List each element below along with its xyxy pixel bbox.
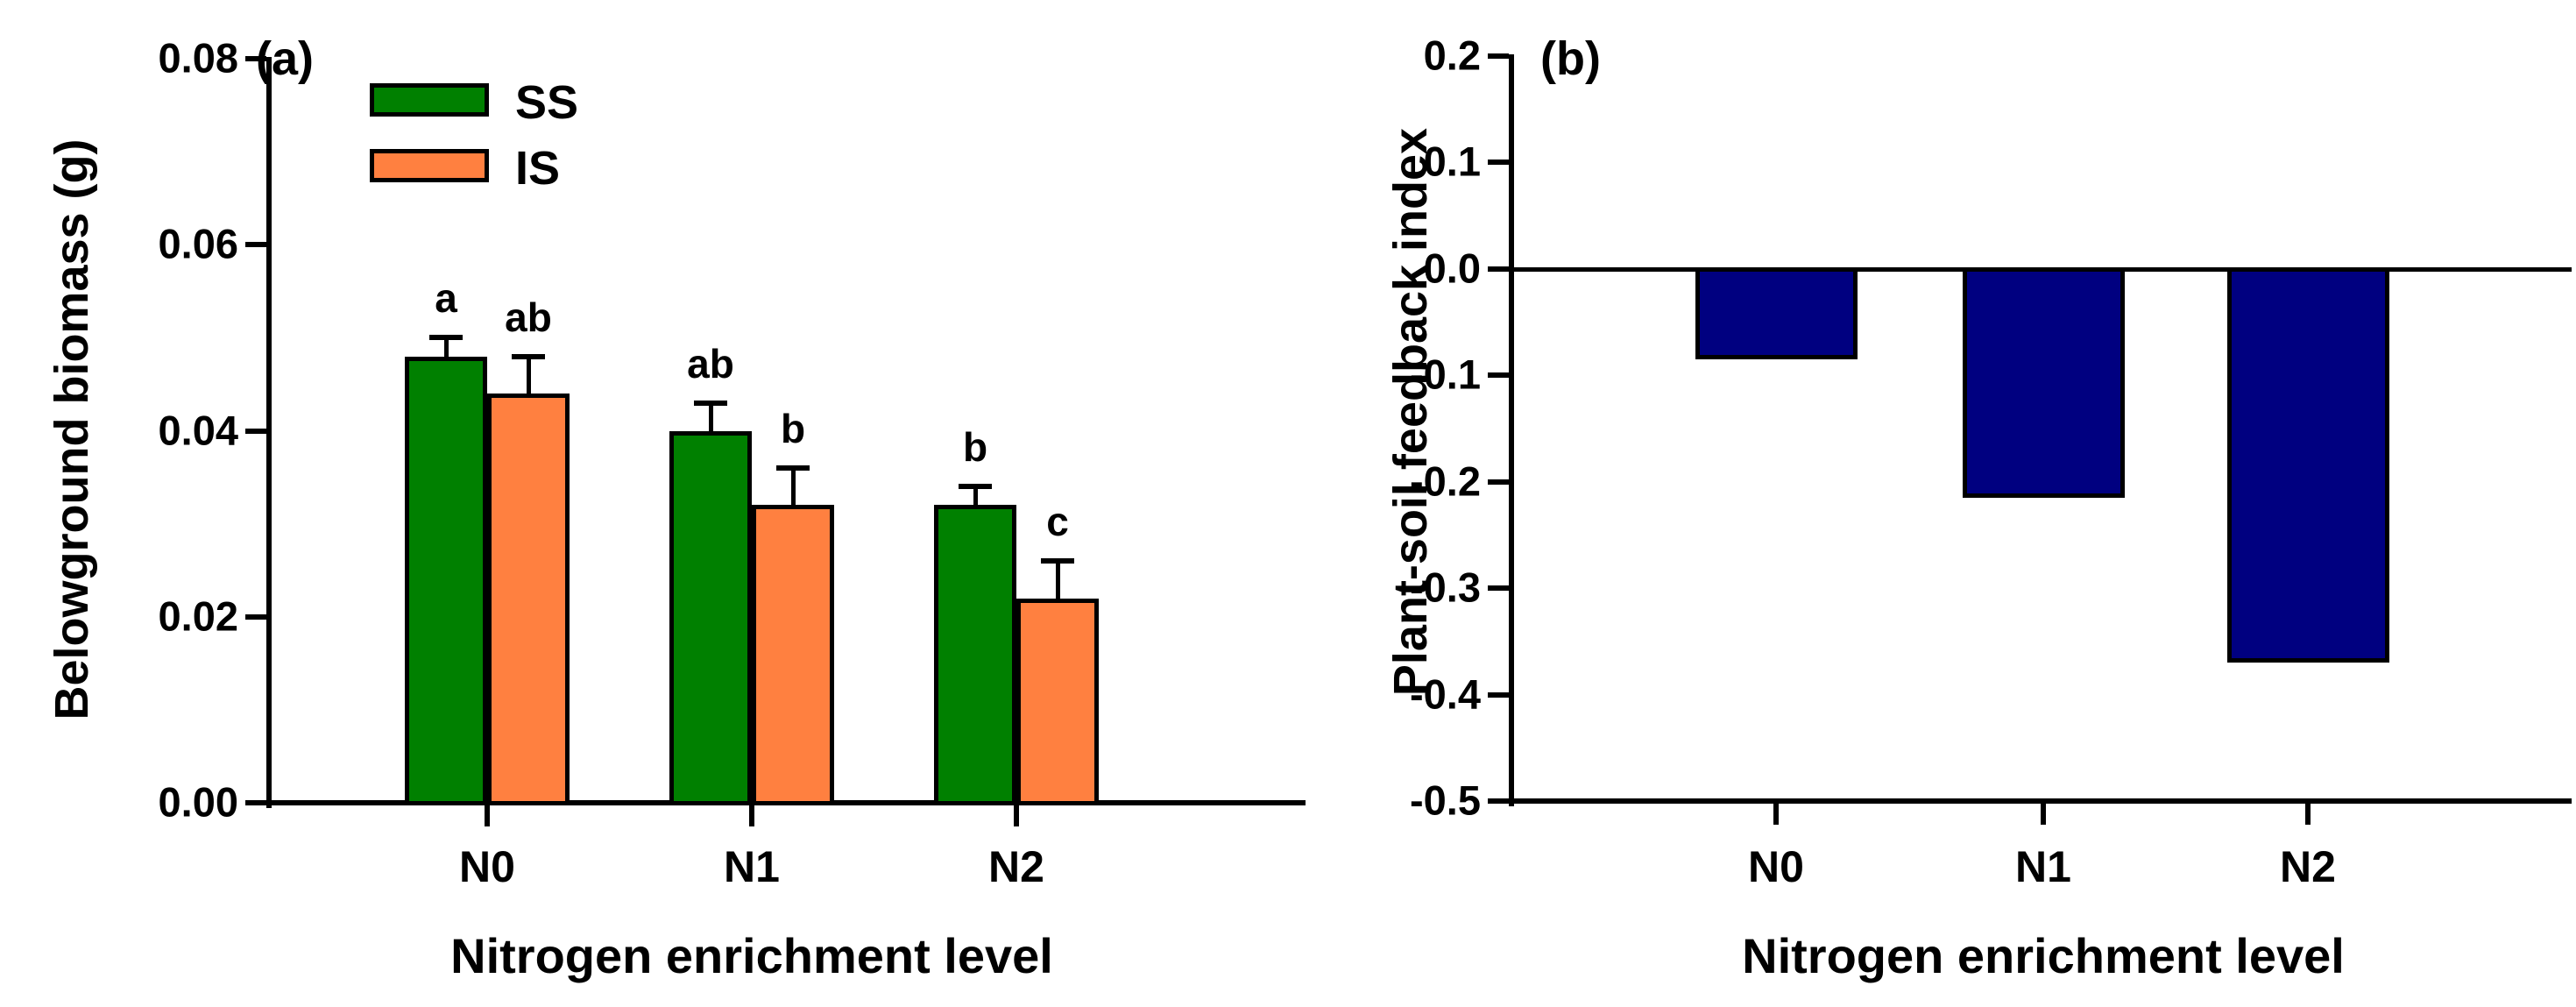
panel-a-y-axis (266, 57, 272, 808)
bar-ss-n0 (405, 356, 487, 805)
panel-b-y-tick-label-0.0: 0.0 (1423, 245, 1481, 292)
panel-a-x-tick-N0 (485, 805, 490, 826)
panel-a-y-tick-label-0.08: 0.08 (158, 34, 238, 82)
bar-plant-soil-feedback-index-n2 (2226, 266, 2389, 663)
bar-ss-n2 (934, 505, 1016, 805)
bar-is-n2 (1016, 598, 1099, 805)
significance-letter-is-n0: ab (505, 294, 552, 340)
panel-a-y-tick-0.08 (245, 56, 266, 61)
panel-b-y-tick-0.1 (1488, 160, 1509, 166)
panel-a-y-tick-label-0.00: 0.00 (158, 778, 238, 826)
panel-b-x-tick-label-N1: N1 (2015, 842, 2071, 891)
panel-b-x-tick-N1 (2041, 804, 2046, 825)
error-bar-cap-ss-n2 (959, 484, 992, 490)
panel-b-y-tick--0.5 (1488, 798, 1509, 804)
panel-a-x-tick-N1 (749, 805, 754, 826)
legend-swatch-is (370, 149, 489, 182)
panel-b-y-axis (1509, 54, 1514, 806)
error-bar-whisker-is-n2 (1055, 561, 1060, 600)
panel-b-y-tick--0.4 (1488, 691, 1509, 698)
panel-a-y-tick-0.00 (245, 800, 266, 805)
bar-is-n0 (487, 394, 570, 805)
panel-b-y-tick--0.3 (1488, 585, 1509, 592)
panel-b-y-tick-label-0.1: 0.1 (1423, 138, 1481, 185)
panel-a-x-tick-N2 (1014, 805, 1019, 826)
significance-letter-is-n2: c (1046, 499, 1069, 545)
error-bar-whisker-ss-n2 (973, 486, 978, 507)
panel-a-x-tick-label-N1: N1 (724, 842, 780, 891)
panel-b-y-tick-label--0.4: -0.4 (1410, 670, 1481, 717)
significance-letter-ss-n0: a (435, 275, 457, 322)
panel-a-y-tick-label-0.06: 0.06 (158, 220, 238, 267)
bar-plant-soil-feedback-index-n1 (1962, 266, 2125, 498)
panel-a-y-tick-0.04 (245, 428, 266, 434)
significance-letter-ss-n2: b (962, 424, 988, 471)
panel-b-x-tick-N0 (1773, 804, 1779, 825)
panel-b-y-tick-0.0 (1488, 266, 1509, 272)
panel-a-y-tick-label-0.02: 0.02 (158, 592, 238, 640)
error-bar-whisker-ss-n0 (443, 337, 449, 358)
error-bar-cap-ss-n0 (429, 335, 463, 341)
panel-b-x-axis (1509, 798, 2572, 804)
panel-a-y-tick-label-0.04: 0.04 (158, 406, 238, 453)
significance-letter-is-n1: b (780, 405, 806, 451)
bar-is-n1 (752, 505, 834, 805)
panel-b-y-tick-0.2 (1488, 53, 1509, 59)
panel-b-y-tick--0.2 (1488, 479, 1509, 485)
bar-plant-soil-feedback-index-n0 (1695, 266, 1858, 360)
panel-a-x-axis-title: Nitrogen enrichment level (450, 928, 1053, 983)
panel-b-x-tick-label-N0: N0 (1748, 842, 1804, 891)
error-bar-cap-is-n0 (512, 353, 545, 359)
error-bar-cap-ss-n1 (694, 400, 727, 406)
panel-b-y-tick-label--0.2: -0.2 (1410, 457, 1481, 505)
error-bar-whisker-ss-n1 (708, 402, 713, 433)
panel-b-y-tick-label--0.1: -0.1 (1410, 351, 1481, 398)
panel-b-letter: (b) (1540, 32, 1601, 85)
significance-letter-ss-n1: ab (687, 340, 734, 386)
error-bar-whisker-is-n1 (790, 467, 796, 507)
panel-b-y-tick-label--0.5: -0.5 (1410, 777, 1481, 824)
panel-a-y-tick-0.06 (245, 242, 266, 248)
panel-a-x-tick-label-N0: N0 (459, 842, 515, 891)
legend-label-ss: SS (515, 76, 579, 129)
panel-b-x-tick-label-N2: N2 (2280, 842, 2336, 891)
panel-a-y-tick-0.02 (245, 613, 266, 620)
error-bar-cap-is-n1 (776, 464, 810, 471)
error-bar-whisker-is-n0 (526, 356, 531, 396)
panel-b-y-tick-label-0.2: 0.2 (1423, 32, 1481, 79)
error-bar-cap-is-n2 (1041, 558, 1074, 564)
panel-b-x-axis-title: Nitrogen enrichment level (1742, 928, 2345, 983)
panel-a-x-tick-label-N2: N2 (988, 842, 1044, 891)
legend-label-is: IS (515, 142, 561, 195)
panel-b-x-tick-N2 (2305, 804, 2311, 825)
panel-b-y-tick--0.1 (1488, 372, 1509, 379)
panel-b-y-tick-label--0.3: -0.3 (1410, 564, 1481, 611)
bar-ss-n1 (669, 430, 752, 805)
legend-swatch-ss (370, 83, 489, 117)
